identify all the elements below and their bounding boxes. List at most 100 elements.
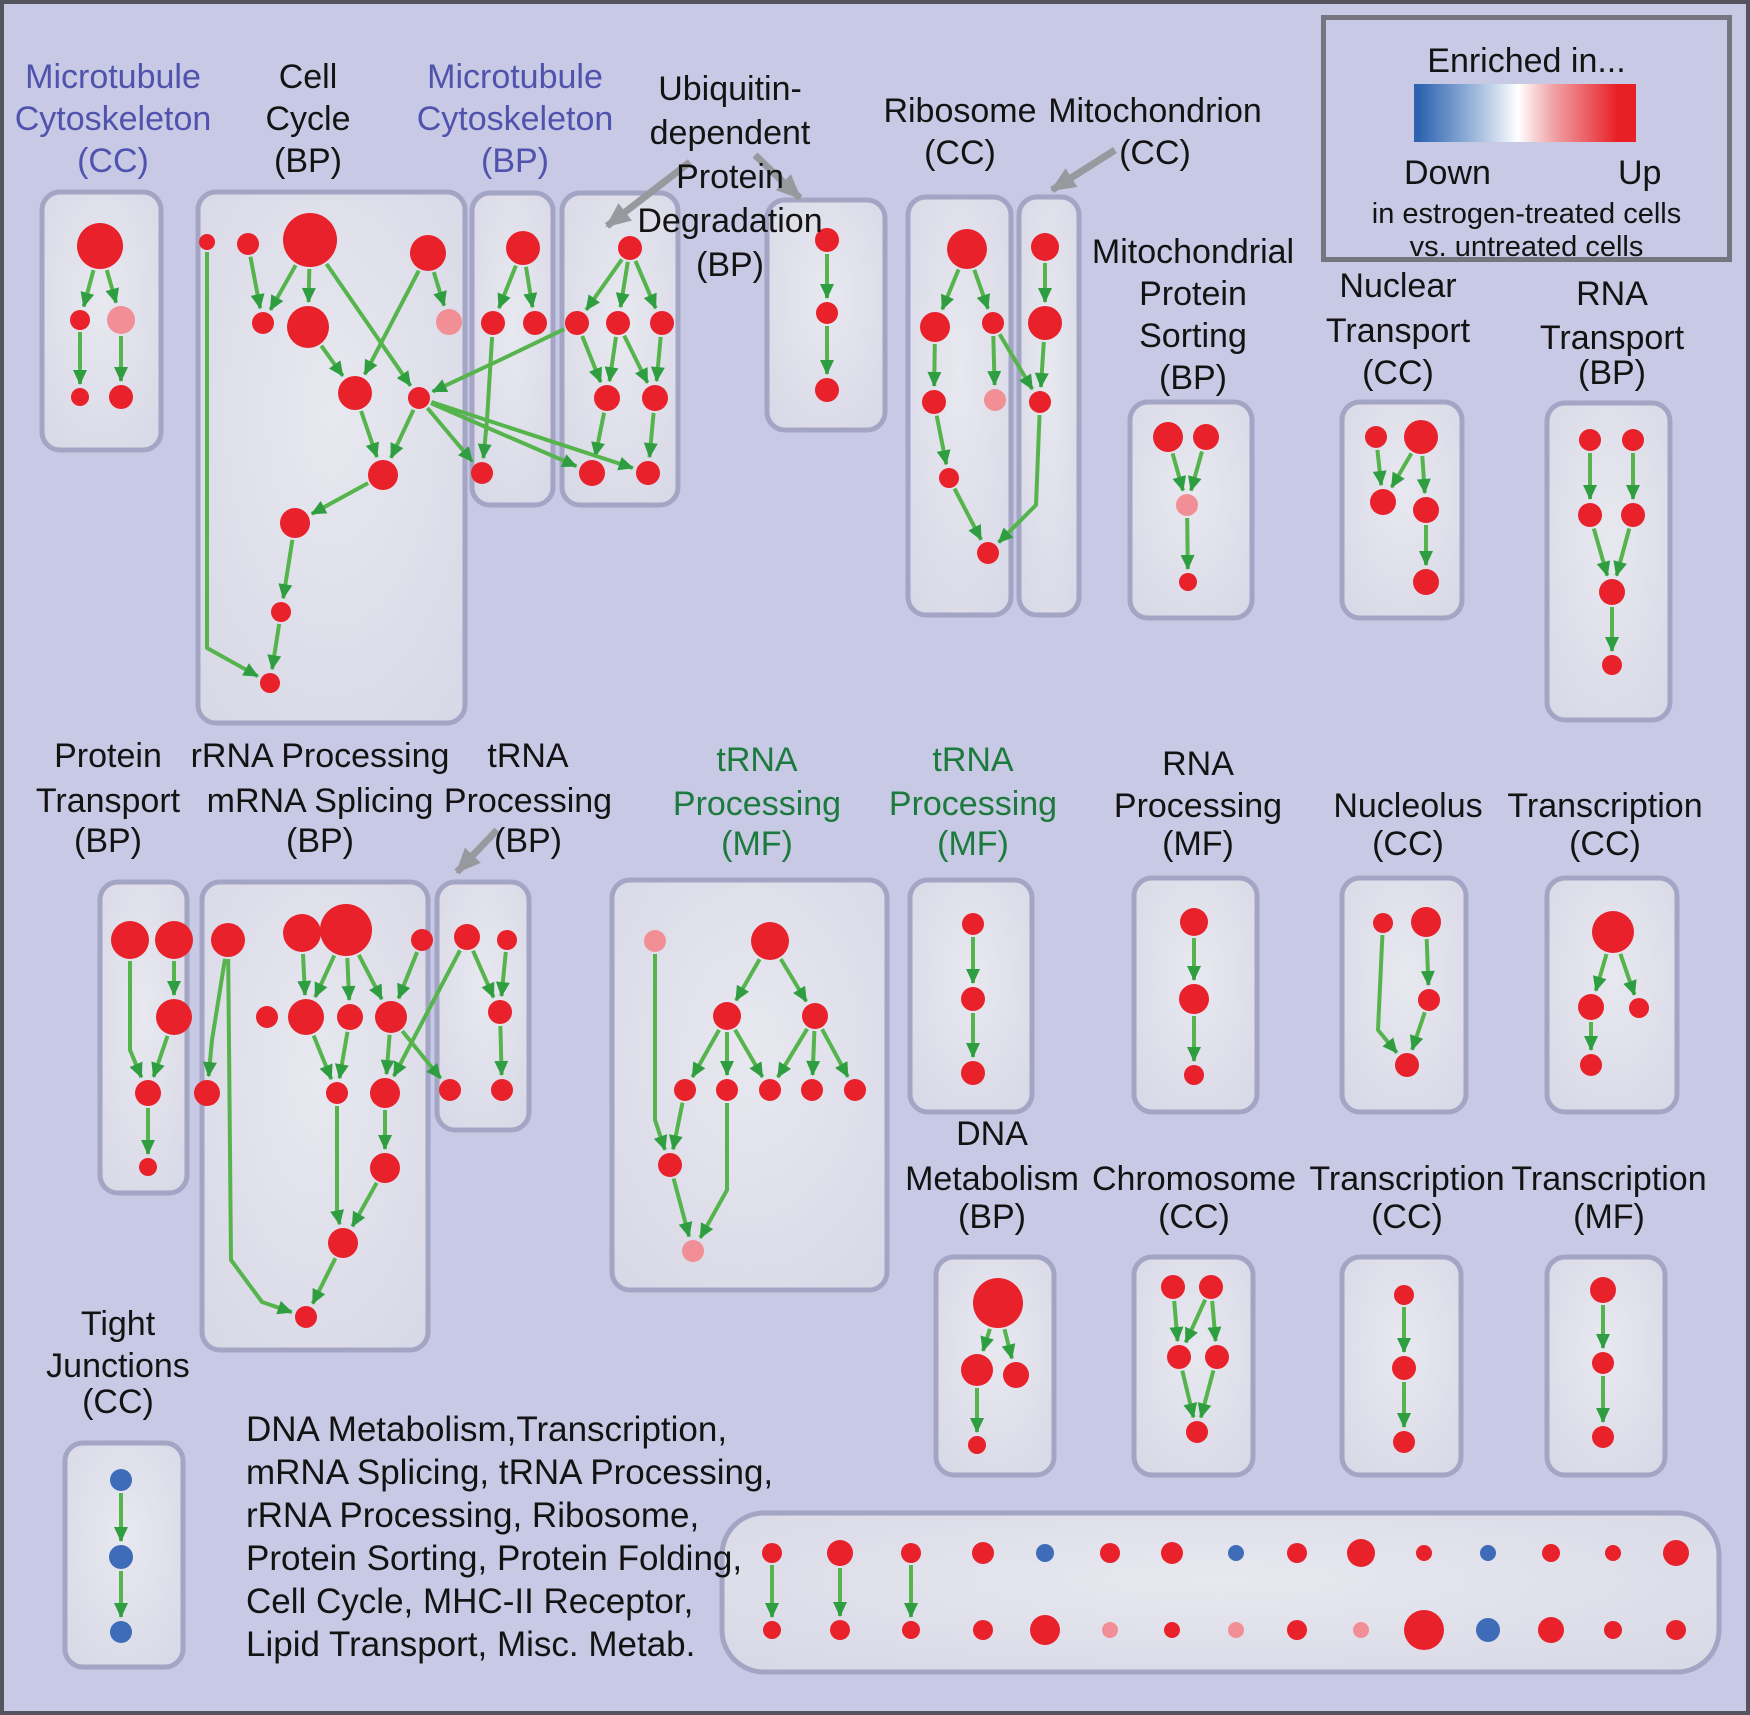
gene-set-node-rna_t-5 [1602,655,1622,675]
gene-set-node-nucleolus-1 [1411,907,1441,937]
gene-set-node-mito-0 [1031,233,1059,261]
cluster-label-cell_cycle-line0: Cell [279,58,338,96]
cluster-label-rna_t-line1: Transport [1540,319,1685,357]
gene-set-node-mps-3 [1179,573,1197,591]
gene-set-node-cell_cycle-10 [280,508,310,538]
gene-set-node-misc-bottom-6 [1164,1622,1180,1638]
gene-set-node-trans_cc_bot-0 [1394,1285,1414,1305]
gene-set-node-misc-top-5 [1100,1543,1120,1563]
legend-subtitle-line2: vs. untreated cells [1409,231,1644,263]
gene-set-node-trans_cc_top-1 [1578,994,1604,1020]
legend-down-label: Down [1404,154,1491,192]
edge-ribosome-0-2 [972,269,990,310]
cluster-label-rna_proc-line1: Processing [1114,787,1282,825]
gene-set-node-nuc_t-4 [1413,569,1439,595]
gene-set-node-cell_cycle-9 [368,460,398,490]
edge-rrna-7-10 [380,1034,395,1076]
edge-trna_mf_big-9-10 [671,1177,693,1238]
gene-set-node-trna_mf_big-0 [644,930,666,952]
gene-set-node-ribosome-6 [977,542,999,564]
edge-mito-1-2 [1034,341,1049,388]
gene-set-node-dna_met-2 [1003,1362,1029,1388]
edge-ubiq-4-6 [591,412,607,458]
cluster-label-mito-line0: Mitochondrion [1048,92,1262,130]
gene-set-node-rna_t-0 [1579,429,1601,451]
edge-ribosome-1-3 [927,343,942,387]
gene-set-node-cell_cycle-0 [199,234,215,250]
cluster-box-mt_cc [39,189,164,453]
cluster-label-nuc_t-line1: Transport [1326,312,1471,350]
edge-rrna-5-9 [311,1034,334,1081]
edge-rrna-1-5 [297,953,312,996]
edge-cell_cycle-5-7 [319,344,345,378]
edge-mps-0-2 [1170,452,1186,492]
edge-rna_t-3-4 [1613,527,1632,577]
gene-set-node-dna_met-3 [968,1436,986,1454]
gene-set-node-rrna-2 [320,904,372,956]
cluster-label-ribosome-line1: (CC) [924,134,996,172]
cluster-label-mt_cc-line1: Cytoskeleton [15,100,212,138]
cluster-label-rrna-line2: (BP) [286,822,354,860]
cluster-label-trna_mf_big-line0: tRNA [716,741,798,779]
gene-set-node-cell_cycle-1 [237,233,259,255]
gene-set-node-mt_bp-0 [506,231,540,265]
edge-mt_bp-0-2 [523,266,538,309]
merged-clusters-line: Cell Cycle, MHC-II Receptor, [246,1582,694,1621]
edge-trna_mf_big-2-6 [733,1028,765,1079]
edge-trna_mf_big-1-2 [734,958,762,1002]
gene-set-node-trna_mf_big-10 [682,1240,704,1262]
gene-set-node-mt_cc-4 [109,385,133,409]
gene-set-node-prot_t-3 [135,1080,161,1106]
gene-set-node-cell_cycle-11 [271,602,291,622]
edge-cell_cycle-9-10 [310,481,370,516]
gene-set-node-misc-bottom-0 [763,1621,781,1639]
gene-set-node-trna_mf_big-8 [844,1079,866,1101]
gene-set-node-misc-top-9 [1347,1539,1375,1567]
cluster-box-nuc_t [1339,399,1465,621]
gene-set-node-mps-0 [1153,422,1183,452]
gene-set-node-ubiq2-1 [816,302,838,324]
gene-set-node-trans_cc_top-3 [1580,1054,1602,1076]
edge-cell_cycle-1-4 [248,256,265,310]
gene-set-node-ubiq-4 [594,385,620,411]
edge-ubiq-2-5 [622,334,650,384]
cluster-label-trans_mf-line1: (MF) [1573,1198,1645,1236]
gene-set-node-trna_mf_small-2 [961,1061,985,1085]
edge-dna_met-0-2 [1001,1328,1016,1360]
gene-set-node-prot_t-2 [156,999,192,1035]
cluster-label-ubiq-line2: Protein [676,158,784,196]
gene-set-node-nuc_t-3 [1413,497,1439,523]
gene-set-node-mt_cc-2 [107,306,135,334]
gene-set-node-chromosome-0 [1161,1275,1185,1299]
cluster-label-rna_t-line0: RNA [1576,275,1648,313]
cluster-box-misc [719,1510,1722,1675]
edge-rrna-to-trna_bp [400,1029,443,1080]
gene-set-node-nuc_t-2 [1370,489,1396,515]
gene-set-node-misc-bottom-1 [830,1620,850,1640]
gene-set-node-rrna-1 [283,914,321,952]
gene-set-node-mt_cc-3 [71,388,89,406]
cluster-box-mt_bp [469,190,556,508]
gene-set-node-ribosome-3 [922,390,946,414]
gene-set-node-nuc_t-0 [1365,426,1387,448]
gene-set-node-trna_bp-2 [488,1000,512,1024]
cluster-label-trans_cc_top-line1: (CC) [1569,825,1641,863]
gene-set-node-trna_mf_big-7 [801,1079,823,1101]
gene-set-node-rna_t-4 [1599,579,1625,605]
cluster-label-nucleolus-line0: Nucleolus [1333,787,1482,825]
edge-trna_mf_big-3-8 [820,1028,850,1078]
label-pointer-arrow-trna_bp [454,827,500,875]
gene-set-node-trna_bp-1 [497,930,517,950]
gene-set-node-ubiq-6 [579,460,605,486]
edge-trna_mf_big-3-7 [806,1030,821,1076]
gene-set-node-ubiq-0 [618,236,642,260]
gene-set-node-trna_mf_big-3 [802,1003,828,1029]
cluster-label-chromosome-line1: (CC) [1158,1198,1230,1236]
edge-rrna-0-8 [202,958,227,1078]
edge-ubiq-3-5 [650,336,665,383]
gene-set-node-rna_t-1 [1622,429,1644,451]
gene-set-node-rrna-13 [295,1306,317,1328]
gene-set-node-misc-bottom-13 [1604,1621,1622,1639]
merged-clusters-line: mRNA Splicing, tRNA Processing, [246,1453,774,1492]
